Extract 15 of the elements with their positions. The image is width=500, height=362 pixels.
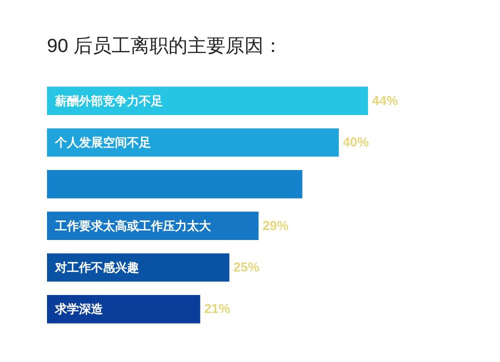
- y-tick-label: 薪酬外部竞争力不足: [54, 94, 163, 108]
- bar: [47, 86, 368, 115]
- data-label: 44%: [372, 92, 398, 108]
- y-tick-label: 工作要求太高或工作压力太大: [54, 218, 212, 233]
- data-label: 21%: [204, 301, 231, 316]
- data-label: 40%: [342, 134, 370, 150]
- data-label: 25%: [233, 260, 260, 274]
- y-tick-label: 求学深造: [54, 302, 104, 316]
- y-tick-label: 对工作不感兴趣: [54, 260, 139, 274]
- y-tick-label: 个人发展空间不足: [54, 136, 151, 150]
- bar: [47, 128, 339, 157]
- bar: [47, 170, 302, 198]
- data-label: 29%: [262, 218, 290, 233]
- chart-title: 90 后员工离职的主要原因：: [47, 35, 282, 57]
- bar: [47, 295, 200, 324]
